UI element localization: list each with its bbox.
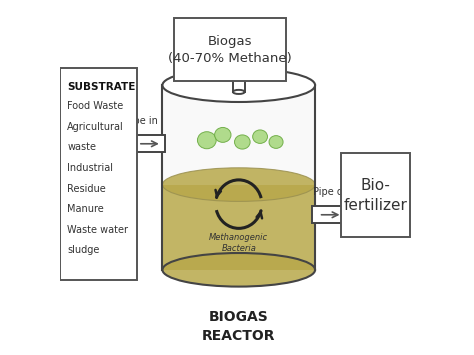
Ellipse shape	[269, 136, 283, 148]
Text: Food Waste: Food Waste	[67, 101, 124, 111]
Text: Waste water: Waste water	[67, 225, 128, 235]
Bar	[132, 135, 165, 152]
Ellipse shape	[233, 90, 245, 94]
Text: Biogas
(40-70% Methane): Biogas (40-70% Methane)	[168, 35, 292, 65]
Ellipse shape	[235, 135, 250, 149]
Text: Pipe in: Pipe in	[125, 116, 158, 126]
Text: Agricultural: Agricultural	[67, 122, 124, 132]
Bar	[312, 206, 346, 223]
Text: BIOGAS
REACTOR: BIOGAS REACTOR	[202, 310, 275, 343]
Ellipse shape	[163, 168, 315, 201]
Text: waste: waste	[67, 142, 96, 152]
Ellipse shape	[163, 69, 315, 102]
Ellipse shape	[253, 130, 267, 143]
Text: Methanogenic
Bacteria: Methanogenic Bacteria	[209, 233, 268, 253]
Text: Bio-
fertilizer: Bio- fertilizer	[344, 178, 407, 213]
Text: Pipe out: Pipe out	[313, 187, 353, 197]
Ellipse shape	[215, 127, 231, 142]
Ellipse shape	[233, 35, 245, 39]
Bar	[163, 85, 315, 185]
Ellipse shape	[128, 135, 135, 152]
FancyBboxPatch shape	[60, 68, 137, 280]
FancyBboxPatch shape	[341, 153, 410, 237]
Ellipse shape	[343, 206, 349, 223]
Text: Residue: Residue	[67, 184, 106, 193]
Ellipse shape	[163, 253, 315, 286]
Bar	[163, 185, 315, 270]
Ellipse shape	[198, 132, 216, 149]
FancyBboxPatch shape	[174, 18, 286, 81]
Text: sludge: sludge	[67, 245, 100, 255]
Bar	[233, 37, 245, 92]
Text: Industrial: Industrial	[67, 163, 113, 173]
Text: SUBSTRATE: SUBSTRATE	[67, 82, 136, 92]
Text: Manure: Manure	[67, 204, 104, 214]
